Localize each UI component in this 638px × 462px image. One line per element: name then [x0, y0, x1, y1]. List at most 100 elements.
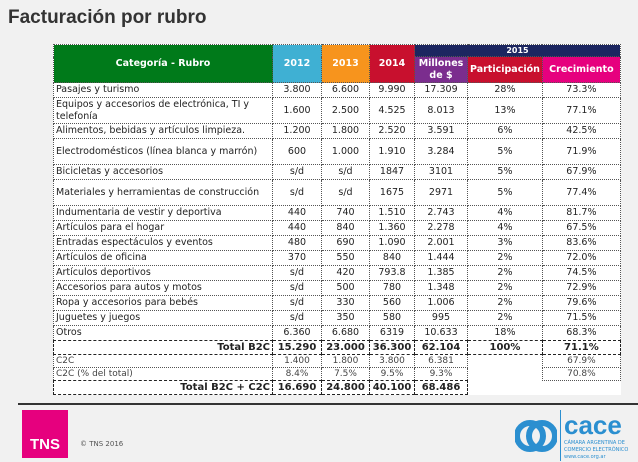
empty-cell	[542, 381, 620, 395]
value-cell: 1.400	[272, 354, 322, 368]
value-cell: 8.4%	[272, 367, 322, 381]
value-cell: 67.9%	[541, 164, 621, 180]
category-cell: Accesorios para autos y motos	[53, 280, 273, 296]
value-cell: 67.5%	[541, 220, 621, 236]
value-cell: 2.500	[321, 97, 370, 124]
category-cell: Otros	[53, 325, 273, 341]
value-cell: 28%	[467, 82, 543, 98]
value-cell: 62.104	[414, 340, 468, 355]
cace-wordmark: cace	[564, 410, 622, 440]
value-cell: 5%	[467, 179, 543, 206]
header-2013: 2013	[321, 44, 370, 83]
value-cell: 1.510	[369, 205, 415, 221]
value-cell: 560	[369, 295, 415, 311]
header-2015: 2015	[414, 44, 621, 57]
value-cell: 3%	[467, 235, 543, 251]
value-cell: 740	[321, 205, 370, 221]
table-row: Artículos deportivos s/d 420 793.8 1.385 2% 74…	[53, 265, 621, 281]
value-cell	[468, 355, 543, 368]
total-all-row: Total B2C + C2C 16.690 24.800 40.100 68.486	[53, 380, 621, 395]
row-label: Total B2C	[53, 340, 273, 355]
row-label: Total B2C + C2C	[53, 380, 273, 395]
value-cell: s/d	[272, 280, 322, 296]
value-cell: 68.486	[414, 380, 468, 395]
category-cell: Artículos de oficina	[53, 250, 273, 266]
value-cell: 3.591	[414, 123, 468, 139]
total-b2c-row: Total B2C 15.290 23.000 36.300 62.104 100% 71.…	[53, 340, 621, 355]
value-cell: 5%	[467, 138, 543, 165]
header-millones: Millones de $	[414, 56, 468, 83]
value-cell: 350	[321, 310, 370, 326]
value-cell: 440	[272, 205, 322, 221]
value-cell: 2.743	[414, 205, 468, 221]
row-label: C2C	[53, 354, 273, 368]
value-cell: 79.6%	[541, 295, 621, 311]
value-cell: 500	[321, 280, 370, 296]
value-cell: 690	[321, 235, 370, 251]
value-cell: s/d	[272, 179, 322, 206]
value-cell: 3.800	[272, 82, 322, 98]
value-cell: 5%	[467, 164, 543, 180]
value-cell: 793.8	[369, 265, 415, 281]
table-row: Electrodomésticos (línea blanca y marrón…	[53, 138, 621, 165]
value-cell: s/d	[272, 295, 322, 311]
table-row: Materiales y herramientas de construcció…	[53, 179, 621, 206]
header-2012: 2012	[272, 44, 322, 83]
value-cell: 8.013	[414, 97, 468, 124]
value-cell: 1.348	[414, 280, 468, 296]
value-cell: 1.000	[321, 138, 370, 165]
table-row: Pasajes y turismo 3.800 6.600 9.990 17.309 28…	[53, 82, 621, 98]
c2c-pct-row: C2C (% del total) 8.4% 7.5% 9.5% 9.3% 70.8%	[53, 367, 621, 381]
category-cell: Materiales y herramientas de construcció…	[53, 179, 273, 206]
value-cell	[468, 368, 543, 381]
table-row: Equipos y accesorios de electrónica, TI …	[53, 97, 621, 124]
value-cell: 9.3%	[414, 367, 468, 381]
value-cell: 995	[414, 310, 468, 326]
category-cell: Bicicletas y accesorios	[53, 164, 273, 180]
category-cell: Artículos para el hogar	[53, 220, 273, 236]
value-cell: 2.520	[369, 123, 415, 139]
value-cell: 6.360	[272, 325, 322, 341]
category-cell: Artículos deportivos	[53, 265, 273, 281]
value-cell: 70.8%	[541, 367, 621, 381]
cace-subtitle: CÁMARA ARGENTINA DE COMERCIO ELECTRÓNICO	[564, 440, 629, 453]
value-cell: 330	[321, 295, 370, 311]
cace-logo: cace CÁMARA ARGENTINA DE COMERCIO ELECTR…	[515, 410, 634, 461]
category-cell: Pasajes y turismo	[53, 82, 273, 98]
value-cell: 77.1%	[541, 97, 621, 124]
value-cell: 1.385	[414, 265, 468, 281]
value-cell: 71.9%	[541, 138, 621, 165]
value-cell: 1.200	[272, 123, 322, 139]
value-cell: s/d	[321, 179, 370, 206]
value-cell: 81.7%	[541, 205, 621, 221]
value-cell: 1.800	[321, 123, 370, 139]
value-cell: 40.100	[369, 380, 415, 395]
value-cell: 36.300	[369, 340, 415, 355]
value-cell: 600	[272, 138, 322, 165]
value-cell: 1.444	[414, 250, 468, 266]
value-cell: 2%	[467, 265, 543, 281]
copyright: © TNS 2016	[80, 440, 124, 448]
cace-url: www.cace.org.ar	[564, 454, 606, 460]
value-cell: 68.3%	[541, 325, 621, 341]
value-cell: s/d	[272, 265, 322, 281]
table-row: Juguetes y juegos s/d 350 580 995 2% 71.5%	[53, 310, 621, 326]
row-label: C2C (% del total)	[53, 367, 273, 381]
value-cell: 1675	[369, 179, 415, 206]
value-cell: 480	[272, 235, 322, 251]
value-cell: 840	[321, 220, 370, 236]
value-cell: 71.5%	[541, 310, 621, 326]
value-cell: 3.284	[414, 138, 468, 165]
table-row: Indumentaria de vestir y deportiva 440 740…	[53, 205, 621, 221]
value-cell: s/d	[321, 164, 370, 180]
value-cell: 42.5%	[541, 123, 621, 139]
value-cell: 10.633	[414, 325, 468, 341]
value-cell: 18%	[467, 325, 543, 341]
value-cell: 1.600	[272, 97, 322, 124]
value-cell: 16.690	[272, 380, 322, 395]
footer-divider	[18, 403, 638, 405]
value-cell: 6319	[369, 325, 415, 341]
value-cell: 6.600	[321, 82, 370, 98]
value-cell: s/d	[272, 164, 322, 180]
value-cell: 13%	[467, 97, 543, 124]
